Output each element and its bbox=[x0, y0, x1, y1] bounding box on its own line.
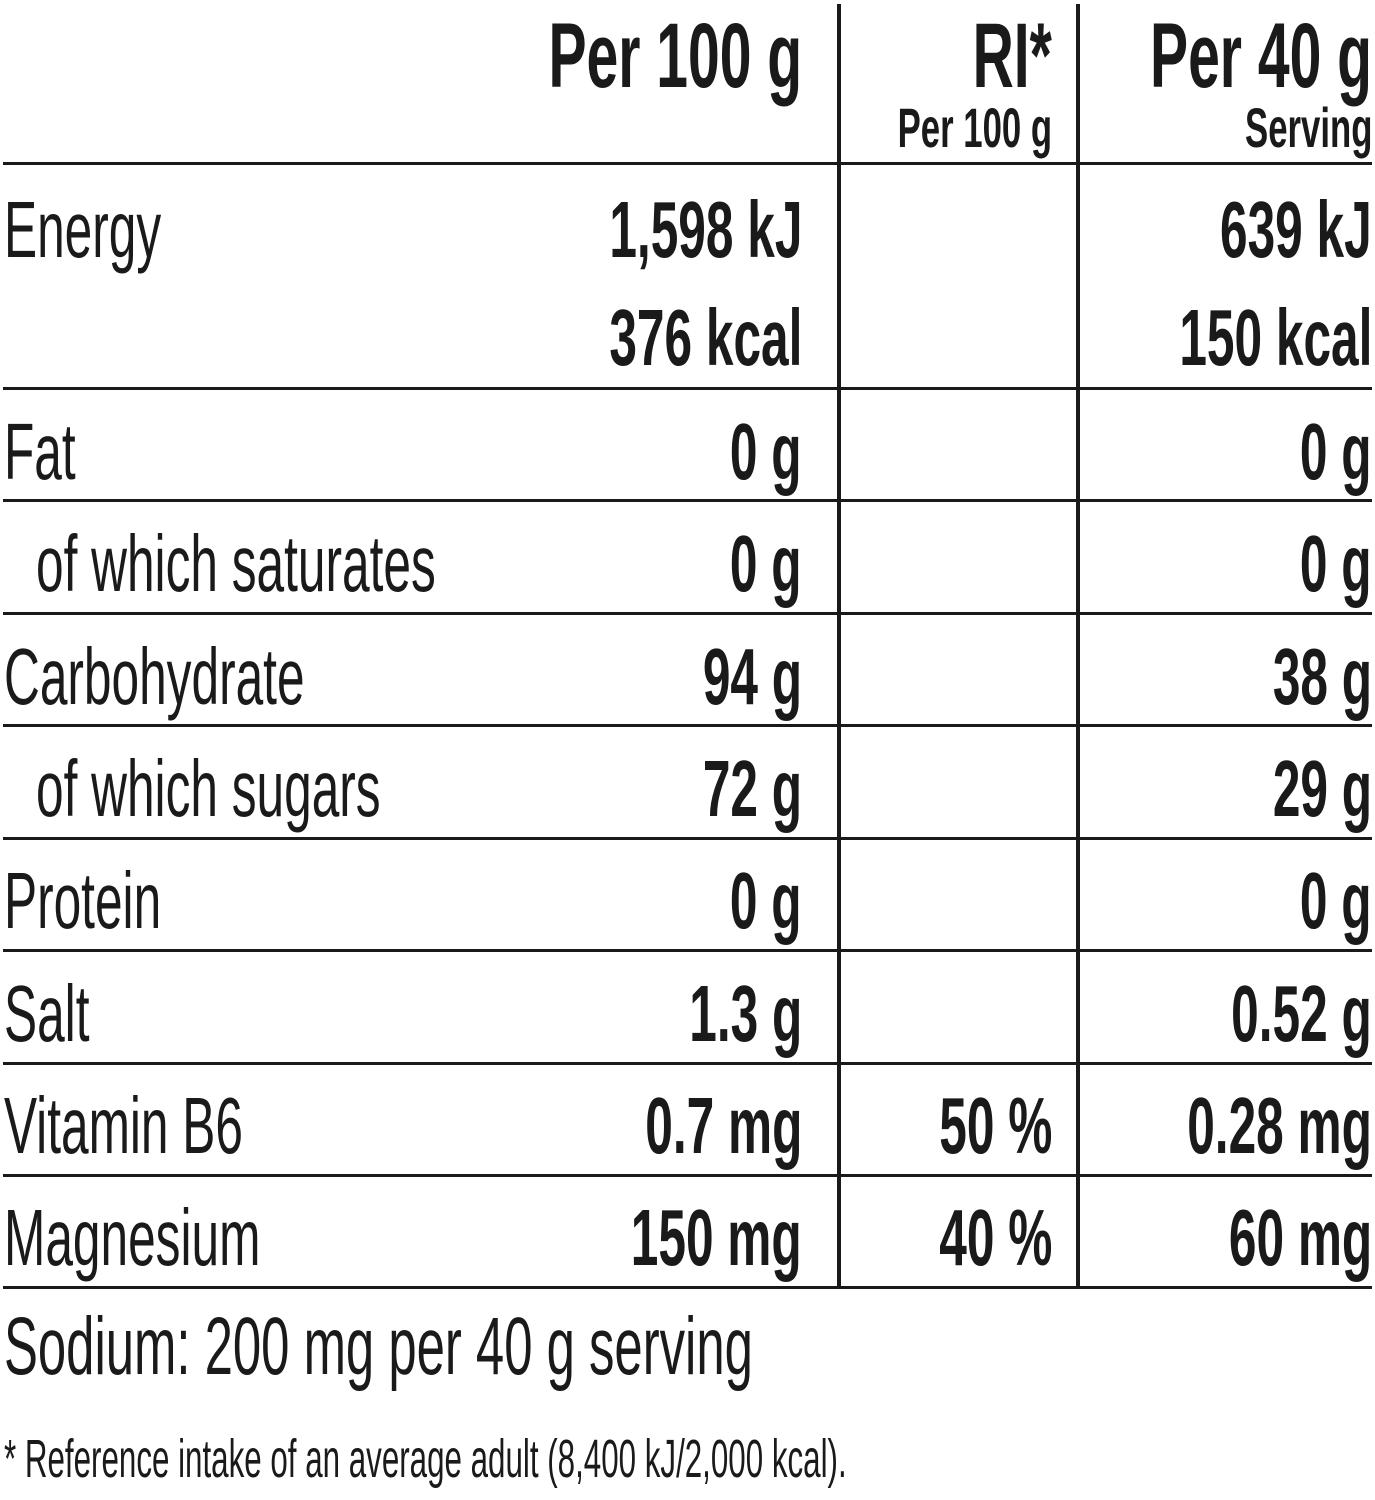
column-divider-1 bbox=[837, 4, 841, 1288]
protein-serving: 0 g bbox=[1300, 856, 1372, 945]
row-label-protein: Protein bbox=[4, 856, 162, 945]
row-label-carbohydrate: Carbohydrate bbox=[4, 632, 305, 721]
vitamin-b6-per100: 0.7 mg bbox=[644, 1081, 802, 1170]
column-divider-2 bbox=[1076, 4, 1080, 1288]
row-label-saturates: of which saturates bbox=[36, 519, 436, 608]
energy-per100-kcal: 376 kcal bbox=[608, 293, 802, 382]
header-ri-sub: Per 100 g bbox=[897, 96, 1052, 159]
vitamin-b6-ri: 50 % bbox=[938, 1081, 1052, 1170]
row-divider bbox=[3, 1174, 1372, 1177]
carbohydrate-per100: 94 g bbox=[702, 632, 802, 721]
saturates-per100: 0 g bbox=[730, 519, 802, 608]
vitamin-b6-serving: 0.28 mg bbox=[1187, 1081, 1372, 1170]
row-label-sugars: of which sugars bbox=[36, 744, 381, 833]
salt-serving: 0.52 g bbox=[1231, 969, 1372, 1058]
row-label-vitamin-b6: Vitamin B6 bbox=[4, 1081, 243, 1170]
header-divider bbox=[3, 162, 1372, 165]
row-label-energy: Energy bbox=[4, 185, 162, 274]
row-divider bbox=[3, 1062, 1372, 1065]
row-divider bbox=[3, 499, 1372, 502]
magnesium-serving: 60 mg bbox=[1228, 1193, 1372, 1282]
energy-serving-kj: 639 kJ bbox=[1220, 185, 1372, 274]
sugars-per100: 72 g bbox=[702, 744, 802, 833]
header-per-serving: Per 40 g bbox=[1150, 5, 1372, 107]
header-serving-sub: Serving bbox=[1244, 96, 1372, 159]
row-divider bbox=[3, 1286, 1372, 1289]
energy-per100-kj: 1,598 kJ bbox=[608, 185, 802, 274]
row-divider bbox=[3, 387, 1372, 390]
header-per-100g: Per 100 g bbox=[548, 5, 802, 107]
row-label-salt: Salt bbox=[4, 969, 90, 1058]
magnesium-per100: 150 mg bbox=[631, 1193, 802, 1282]
row-divider bbox=[3, 612, 1372, 615]
energy-serving-kcal: 150 kcal bbox=[1178, 293, 1372, 382]
row-label-magnesium: Magnesium bbox=[4, 1193, 261, 1282]
fat-per100: 0 g bbox=[730, 407, 802, 496]
protein-per100: 0 g bbox=[730, 856, 802, 945]
magnesium-ri: 40 % bbox=[938, 1193, 1052, 1282]
row-divider bbox=[3, 837, 1372, 840]
sodium-note: Sodium: 200 mg per 40 g serving bbox=[4, 1301, 753, 1392]
carbohydrate-serving: 38 g bbox=[1272, 632, 1372, 721]
salt-per100: 1.3 g bbox=[688, 969, 802, 1058]
fat-serving: 0 g bbox=[1300, 407, 1372, 496]
row-divider bbox=[3, 724, 1372, 727]
header-ri: RI* bbox=[972, 5, 1052, 107]
footnote: * Reference intake of an average adult (… bbox=[4, 1429, 847, 1489]
saturates-serving: 0 g bbox=[1300, 519, 1372, 608]
sugars-serving: 29 g bbox=[1272, 744, 1372, 833]
row-label-fat: Fat bbox=[4, 407, 76, 496]
row-divider bbox=[3, 949, 1372, 952]
